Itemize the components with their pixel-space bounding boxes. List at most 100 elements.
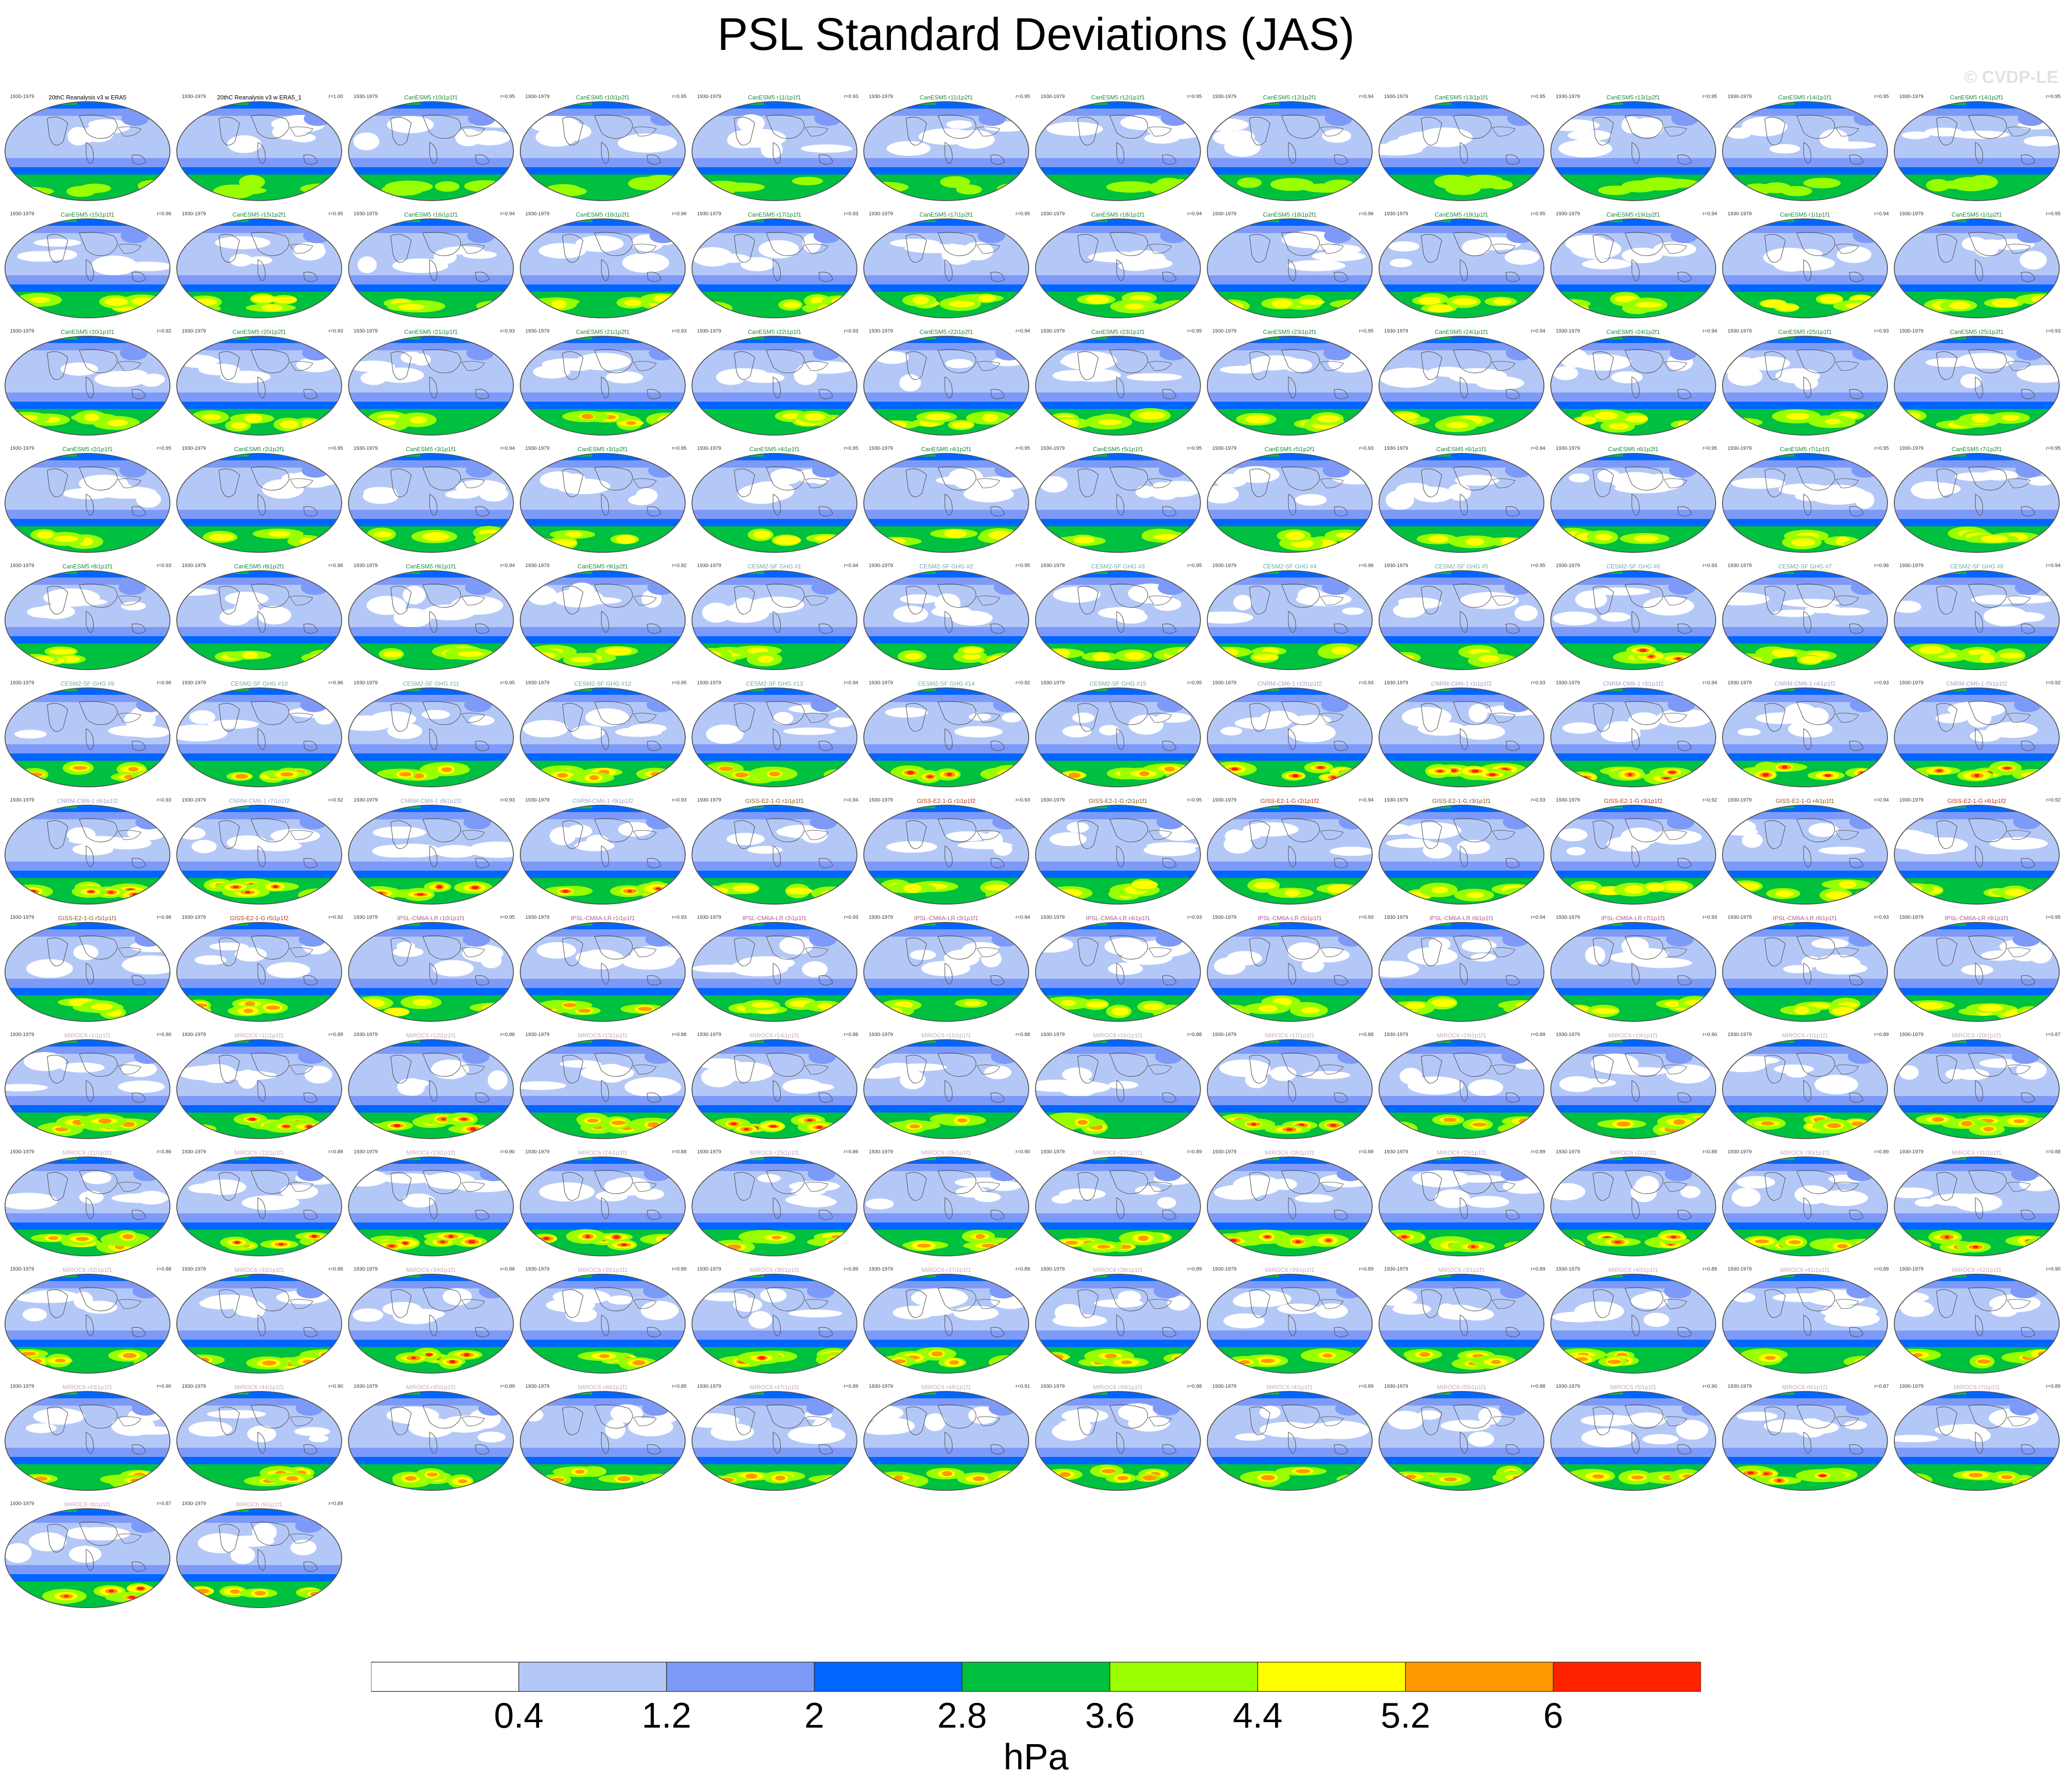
panel-period: 1930-1979 [10,797,34,803]
panel-title: MIROC6 r17i1p1f1 [1265,1032,1315,1039]
globe-map [176,805,342,905]
panel-period: 1930-1979 [182,211,206,217]
panel-correlation: r=0.95 [1015,446,1031,451]
panel-title: CanESM5 r1i1p1f1 [1780,211,1830,218]
panel-period: 1930-1979 [1041,563,1065,568]
panel-title: CNRM-CM6-1 r8i1p1f2 [400,797,462,804]
map-panel: 1930-1979 CESM2-SF GHG #9 r=0.96 [4,680,171,792]
panel-title: CanESM5 r7i1p1f1 [1780,446,1830,453]
globe-map [5,570,170,670]
map-panel: 1930-1979 MIROC6 r37i1p1f1 r=0.89 [862,1266,1030,1378]
panel-correlation: r=0.87 [1874,1384,1889,1389]
map-panel: 1930-1979 CanESM5 r16i1p1f1 r=0.94 [347,211,515,323]
panel-title: MIROC6 r40i1p1f1 [1608,1266,1658,1273]
panel-correlation: r=0.89 [1187,1266,1202,1272]
globe-map [863,1156,1029,1256]
globe-map [520,1156,686,1256]
panel-title: CanESM5 r11i1p2f1 [919,94,973,101]
panel-correlation: r=0.86 [500,1032,515,1037]
panel-period: 1930-1979 [869,1032,893,1037]
map-panel: 1930-1979 MIROC6 r16i1p1f1 r=0.88 [1034,1032,1202,1144]
panel-period: 1930-1979 [182,1501,206,1506]
map-panel: 1930-1979 CanESM5 r10i1p2f1 r=0.95 [519,94,687,206]
panel-correlation: r=0.94 [500,563,515,568]
panel-period: 1930-1979 [525,915,550,920]
panel-period: 1930-1979 [697,797,721,803]
globe-map [1379,218,1544,318]
globe-map [176,1274,342,1374]
panel-correlation: r=0.95 [500,915,515,920]
globe-map [1379,570,1544,670]
panel-correlation: r=0.94 [1015,328,1031,334]
panel-period: 1930-1979 [10,915,34,920]
panel-correlation: r=0.93 [328,328,344,334]
panel-correlation: r=0.93 [500,797,515,803]
map-panel: 1930-1979 IPSL-CM6A-LR r8i1p1f1 r=0.93 [1721,915,1889,1026]
map-panel: 1930-1979 CanESM5 r18i1p1f1 r=0.94 [1034,211,1202,323]
map-panel: 1930-1979 CanESM5 r24i1p2f1 r=0.94 [1549,328,1717,440]
panel-period: 1930-1979 [354,1032,378,1037]
map-panel: 1930-1979 CanESM5 r22i1p1f1 r=0.93 [691,328,858,440]
panel-correlation: r=0.95 [672,446,687,451]
map-panel: 1930-1979 CESM2-SF GHG #12 r=0.95 [519,680,687,792]
panel-period: 1930-1979 [354,1149,378,1155]
panel-period: 1930-1979 [525,1384,550,1389]
map-panel: 1930-1979 CanESM5 r8i1p2f1 r=0.96 [175,563,343,675]
panel-title: MIROC6 r13i1p1f1 [578,1032,628,1039]
panel-title: MIROC6 r9i1p1f1 [236,1501,283,1508]
panel-period: 1930-1979 [1899,915,1924,920]
panel-title: MIROC6 r38i1p1f1 [1093,1266,1143,1273]
globe-map [692,336,857,436]
panel-period: 1930-1979 [10,1384,34,1389]
globe-map [1379,805,1544,905]
panel-title: IPSL-CM6A-LR r3i1p1f1 [914,915,979,922]
map-panel: 1930-1979 MIROC6 r24i1p1f1 r=0.88 [519,1149,687,1261]
panel-title: CanESM5 r16i1p1f1 [404,211,458,218]
panel-period: 1930-1979 [1556,446,1580,451]
map-panel: 1930-1979 CESM2-SF GHG #5 r=0.95 [1378,563,1545,675]
map-panel: 1930-1979 GISS-E2-1-G r4i1p1f1 r=0.94 [1721,797,1889,909]
panel-period: 1930-1979 [1384,797,1408,803]
panel-period: 1930-1979 [697,680,721,686]
panel-title: CanESM5 r2i1p1f1 [62,446,113,453]
map-panel: 1930-1979 MIROC6 r7i1p1f1 r=0.89 [1893,1384,2061,1495]
globe-map [1894,336,2060,436]
panel-period: 1930-1979 [182,1149,206,1155]
panel-title: CanESM5 r17i1p2f1 [919,211,973,218]
panel-correlation: r=0.95 [1187,94,1202,99]
panel-correlation: r=0.95 [157,446,172,451]
map-panel: 1930-1979 CanESM5 r23i1p2f1 r=0.95 [1206,328,1374,440]
panel-title: MIROC6 r45i1p1f1 [406,1384,456,1391]
units-label: hPa [1003,1736,1069,1777]
globe-map [348,805,514,905]
globe-map [5,1156,170,1256]
globe-map [1035,570,1201,670]
globe-map [348,1156,514,1256]
globe-map [1379,1039,1544,1139]
globe-map [1550,687,1716,787]
globe-map [5,922,170,1022]
map-panel: 1930-1979 CanESM5 r21i1p2f1 r=0.93 [519,328,687,440]
panel-correlation: r=0.95 [500,94,515,99]
panel-correlation: r=0.89 [1702,1266,1718,1272]
globe-map [176,101,342,201]
panel-period: 1930-1979 [10,94,34,99]
map-panel: 1930-1979 GISS-E2-1-G r5i1p1f2 r=0.92 [175,915,343,1026]
map-panel: 1930-1979 CanESM5 r22i1p2f1 r=0.94 [862,328,1030,440]
panel-title: CanESM5 r10i1p2f1 [576,94,630,101]
globe-map [1207,1156,1373,1256]
globe-map [863,101,1029,201]
panel-title: GISS-E2-1-G r2i1p1f1 [1089,797,1147,804]
panel-period: 1930-1979 [1212,1266,1237,1272]
panel-correlation: r=0.88 [500,1266,515,1272]
panel-correlation: r=0.92 [2046,680,2061,686]
panel-title: CanESM5 r20i1p1f1 [60,328,115,335]
globe-map [176,453,342,553]
globe-map [348,1039,514,1139]
panel-correlation: r=0.95 [1187,680,1202,686]
map-panel: 1930-1979 MIROC6 r28i1p1f1 r=0.89 [1206,1149,1374,1261]
panel-title: CESM2-SF GHG #10 [230,680,288,687]
colorbar-label: 2 [804,1695,824,1735]
map-panel: 1930-1979 CESM2-SF GHG #4 r=0.96 [1206,563,1374,675]
panel-title: CanESM5 r21i1p2f1 [576,328,630,335]
